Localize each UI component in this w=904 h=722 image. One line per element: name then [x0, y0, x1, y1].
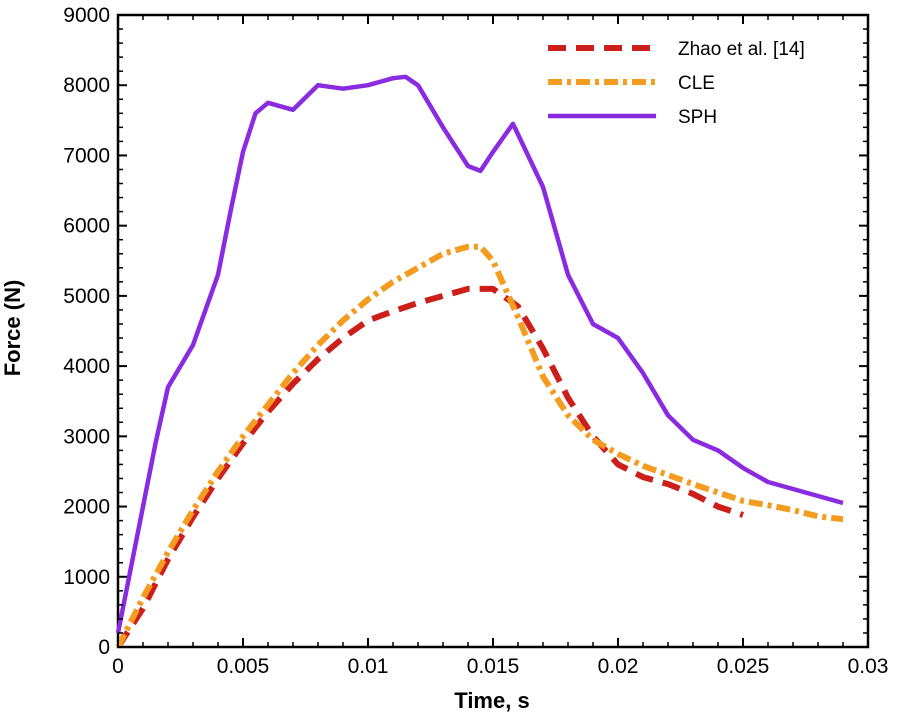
x-tick-label: 0.015	[467, 655, 520, 678]
y-tick-label: 8000	[63, 74, 110, 97]
series-line-sph	[115, 74, 844, 634]
legend: Zhao et al. [14] CLE SPH	[548, 39, 805, 128]
series-line-cle	[115, 243, 844, 649]
series-layer	[115, 74, 844, 649]
y-tick-label: 6000	[63, 215, 110, 238]
y-tick-label: 1000	[63, 566, 110, 589]
x-axis-title: Time, s	[454, 688, 529, 713]
y-tick-label: 2000	[63, 496, 110, 519]
x-tick-label: 0.01	[348, 655, 389, 678]
x-tick-label: 0.025	[717, 655, 770, 678]
plot-frame	[116, 13, 870, 649]
x-tick-label: 0	[112, 655, 124, 678]
series-line-zhao-et-al-14	[115, 285, 744, 649]
x-tick-label: 0.03	[848, 655, 889, 678]
legend-label-2: SPH	[678, 107, 717, 128]
y-tick-label: 7000	[63, 144, 110, 167]
plot-area	[116, 13, 870, 649]
y-tick-label: 3000	[63, 425, 110, 448]
y-tick-label: 4000	[63, 355, 110, 378]
x-tick-label: 0.02	[598, 655, 639, 678]
axes-layer: 0 0.005 0.01 0.015 0.02 0.025 0.03 0 1000 2000 300…	[63, 4, 888, 678]
legend-label-1: CLE	[678, 73, 715, 94]
y-axis-title: Force (N)	[0, 280, 25, 377]
y-tick-label: 9000	[63, 4, 110, 27]
y-tick-label: 0	[98, 636, 110, 659]
legend-label-0: Zhao et al. [14]	[678, 39, 805, 60]
x-tick-label: 0.005	[217, 655, 270, 678]
y-tick-label: 5000	[63, 285, 110, 308]
